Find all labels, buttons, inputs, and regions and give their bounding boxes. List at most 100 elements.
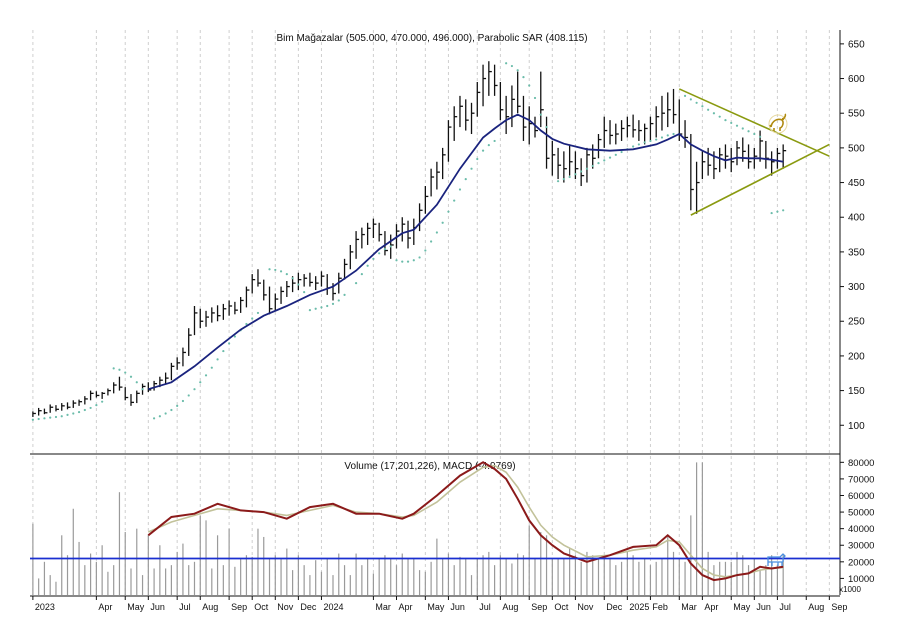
sar-dot <box>608 156 612 159</box>
axes: 100 150 200 250 300 350 400 450 500 550 600 650 1000… <box>32 39 874 612</box>
sar-dot <box>741 127 744 130</box>
sar-dot <box>251 317 254 320</box>
sar-dot <box>753 132 756 136</box>
sar-dot <box>164 412 167 415</box>
sar-dot <box>297 283 300 286</box>
sar-dot <box>210 366 213 369</box>
sar-dot <box>89 406 92 410</box>
price-tick-label: 100 <box>848 421 865 432</box>
month-label: Oct <box>554 602 569 612</box>
month-label: Apr <box>704 602 718 612</box>
sar-dot <box>487 144 490 147</box>
sar-dot <box>458 188 462 191</box>
sar-dot <box>37 417 40 421</box>
sar-dot <box>326 304 329 308</box>
sar-dot <box>707 108 710 111</box>
month-label: Sep <box>831 602 847 612</box>
volume-tick-label: 50000 <box>848 508 874 519</box>
cow-icon <box>767 553 786 566</box>
sar-dot <box>101 400 104 403</box>
sar-dot <box>118 368 121 371</box>
month-label: Apr <box>398 602 412 612</box>
sar-dot <box>701 105 704 108</box>
sar-dot <box>395 259 398 262</box>
sar-dot <box>493 139 496 143</box>
month-label: Nov <box>277 602 294 612</box>
sar-dot <box>660 136 664 139</box>
price-tick-label: 300 <box>848 282 865 293</box>
sar-dot <box>245 322 248 326</box>
sar-dot <box>470 167 473 170</box>
sar-dot <box>199 381 202 384</box>
sar-dot <box>129 375 133 378</box>
sar-dot <box>655 138 658 141</box>
sar-dot <box>464 177 467 181</box>
sar-dot <box>308 309 312 312</box>
sar-dot <box>112 367 115 370</box>
sar-dot <box>60 415 63 418</box>
sar-dot <box>31 418 34 421</box>
sar-dot <box>614 153 617 156</box>
price-tick-label: 200 <box>848 351 865 362</box>
sar-dot <box>354 282 358 285</box>
sar-dot <box>562 177 565 181</box>
sar-dot <box>124 371 127 374</box>
sar-dot <box>383 248 387 251</box>
sar-dot <box>528 84 531 87</box>
month-label: Sep <box>531 602 547 612</box>
month-label: Dec <box>606 602 623 612</box>
sar-dot <box>568 175 571 179</box>
month-label: 2024 <box>323 602 343 612</box>
sar-dot <box>158 415 161 418</box>
sar-dot <box>718 115 721 118</box>
volume-tick-label: 10000 <box>848 574 874 585</box>
price-tick-label: 650 <box>848 39 865 50</box>
sar-dot <box>424 249 427 252</box>
sar-dot <box>776 210 779 213</box>
month-label: Mar <box>375 602 391 612</box>
month-label: May <box>733 602 751 612</box>
sar-dot <box>545 125 548 129</box>
month-label: Jul <box>779 602 791 612</box>
sar-dot <box>343 293 346 296</box>
sar-dot <box>378 252 381 255</box>
volume-tick-label: 40000 <box>848 524 874 535</box>
month-label: Jul <box>179 602 191 612</box>
sar-dot <box>66 413 69 416</box>
month-label: Jun <box>150 602 165 612</box>
sar-dot <box>412 259 415 262</box>
sar-dot <box>141 388 144 391</box>
volume-tick-label: 20000 <box>848 557 874 568</box>
month-label: 2025 <box>629 602 649 612</box>
price-tick-label: 250 <box>848 317 865 328</box>
month-label: May <box>127 602 145 612</box>
volume-tick-label: 70000 <box>848 474 874 485</box>
sar-dot <box>666 134 669 137</box>
volume-tick-label: 60000 <box>848 491 874 502</box>
triangle-trendline <box>690 143 830 216</box>
sar-dot <box>176 404 179 407</box>
sar-dot <box>193 388 196 391</box>
sar-dot <box>770 211 773 215</box>
sar-dot <box>533 96 537 100</box>
sar-dot <box>620 150 623 154</box>
sar-dot <box>95 404 98 407</box>
sar-dot <box>222 349 225 353</box>
sar-dot <box>135 381 138 384</box>
sar-dot <box>285 272 288 276</box>
sar-dot <box>510 64 514 68</box>
sar-dot <box>758 135 762 138</box>
sar-dot <box>204 374 208 377</box>
sar-dot <box>735 124 739 127</box>
sar-dot <box>320 306 323 309</box>
sar-dot <box>782 209 785 212</box>
sar-dot <box>72 412 75 415</box>
sar-dot <box>152 417 156 420</box>
month-label: Jun <box>450 602 465 612</box>
sar-dot <box>643 141 646 144</box>
sar-dot <box>170 408 173 412</box>
sar-dot <box>747 130 750 133</box>
sar-dot <box>401 260 404 263</box>
month-label: Aug <box>202 602 218 612</box>
